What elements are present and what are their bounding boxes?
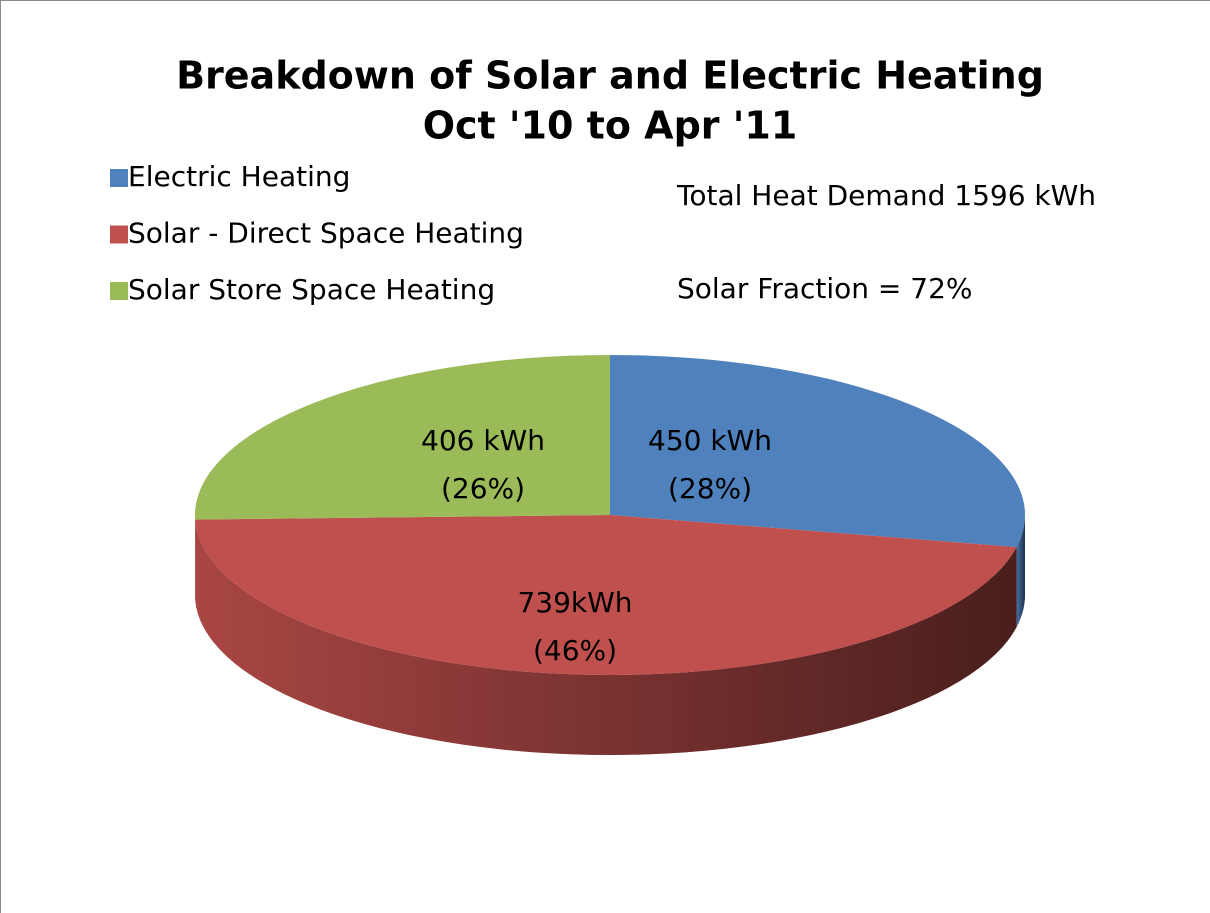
legend-swatch [110, 225, 128, 244]
data-label-percent: (28%) [668, 472, 752, 505]
slice [195, 515, 1017, 675]
slice-side-shade [1016, 515, 1025, 628]
slice [194, 355, 610, 520]
annotation: Solar Fraction = 72% [677, 272, 973, 305]
legend-label: Solar - Direct Space Heating [128, 217, 524, 250]
data-label-percent: (46%) [533, 634, 617, 667]
data-label: 739kWh [517, 586, 632, 619]
chart-title: Breakdown of Solar and Electric Heating [176, 54, 1044, 98]
data-label-percent: (26%) [441, 472, 525, 505]
slice-side-shade [195, 519, 1017, 755]
legend-label: Solar Store Space Heating [128, 273, 495, 306]
data-label: 450 kWh [648, 424, 772, 457]
legend-swatch [110, 282, 128, 300]
legend-swatch [110, 169, 128, 187]
slice [610, 355, 1025, 548]
annotation: Total Heat Demand 1596 kWh [676, 179, 1096, 212]
chart-title: Oct '10 to Apr '11 [423, 104, 798, 148]
legend-label: Electric Heating [128, 160, 350, 193]
data-label: 406 kWh [421, 424, 545, 457]
